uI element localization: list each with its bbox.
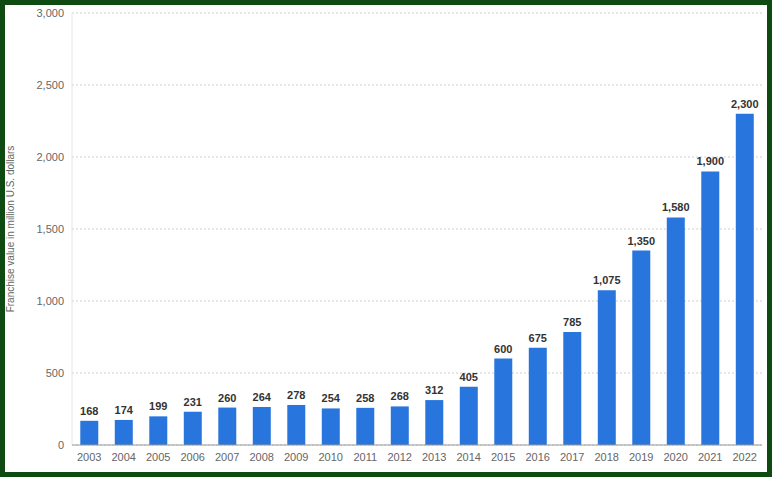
svg-text:2018: 2018 — [595, 451, 619, 463]
svg-text:231: 231 — [184, 396, 202, 408]
svg-text:2010: 2010 — [319, 451, 343, 463]
svg-text:405: 405 — [460, 371, 478, 383]
svg-text:1,000: 1,000 — [36, 295, 64, 307]
svg-text:0: 0 — [58, 439, 64, 451]
svg-text:2,300: 2,300 — [731, 98, 759, 110]
svg-text:2015: 2015 — [491, 451, 515, 463]
svg-text:278: 278 — [287, 389, 305, 401]
svg-text:1,580: 1,580 — [662, 201, 690, 213]
svg-text:168: 168 — [80, 405, 98, 417]
svg-text:2020: 2020 — [664, 451, 688, 463]
svg-text:2016: 2016 — [526, 451, 550, 463]
svg-text:258: 258 — [356, 392, 374, 404]
svg-text:2008: 2008 — [250, 451, 274, 463]
svg-text:785: 785 — [563, 316, 581, 328]
svg-text:2005: 2005 — [146, 451, 170, 463]
svg-text:Franchise value in million U.S: Franchise value in million U.S. dollars — [8, 146, 16, 313]
svg-text:260: 260 — [218, 392, 236, 404]
svg-text:2003: 2003 — [77, 451, 101, 463]
svg-text:2013: 2013 — [422, 451, 446, 463]
svg-text:1,900: 1,900 — [697, 155, 725, 167]
svg-text:1,500: 1,500 — [36, 223, 64, 235]
svg-text:500: 500 — [46, 367, 64, 379]
svg-text:174: 174 — [115, 404, 134, 416]
svg-text:600: 600 — [494, 343, 512, 355]
svg-text:2006: 2006 — [181, 451, 205, 463]
svg-text:2009: 2009 — [284, 451, 308, 463]
svg-text:268: 268 — [391, 390, 409, 402]
svg-text:2011: 2011 — [353, 451, 377, 463]
svg-text:2012: 2012 — [388, 451, 412, 463]
svg-text:1,075: 1,075 — [593, 274, 621, 286]
svg-text:2004: 2004 — [112, 451, 136, 463]
svg-text:1,350: 1,350 — [628, 235, 656, 247]
svg-text:2007: 2007 — [215, 451, 239, 463]
svg-text:312: 312 — [425, 384, 443, 396]
svg-text:3,000: 3,000 — [36, 7, 64, 19]
svg-text:264: 264 — [253, 391, 272, 403]
svg-text:2,000: 2,000 — [36, 151, 64, 163]
svg-text:2021: 2021 — [698, 451, 722, 463]
svg-text:254: 254 — [322, 392, 341, 404]
svg-text:2022: 2022 — [733, 451, 757, 463]
svg-text:2,500: 2,500 — [36, 79, 64, 91]
svg-text:199: 199 — [149, 400, 167, 412]
svg-text:2019: 2019 — [629, 451, 653, 463]
svg-text:675: 675 — [529, 332, 547, 344]
svg-text:2017: 2017 — [560, 451, 584, 463]
svg-text:2014: 2014 — [457, 451, 481, 463]
